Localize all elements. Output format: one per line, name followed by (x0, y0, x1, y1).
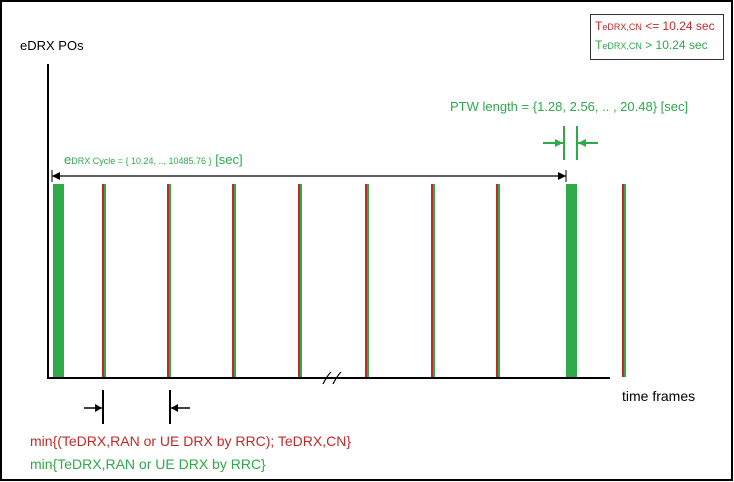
min-formula-red: min{(TeDRX,RAN or UE DRX by RRC); TeDRX,… (30, 433, 352, 449)
y-axis-label: eDRX POs (20, 38, 84, 53)
min-formula-green: min{TeDRX,RAN or UE DRX by RRC} (30, 456, 266, 472)
po-bar-wide-green (566, 184, 577, 377)
po-bar-green (234, 184, 236, 377)
po-bar-red (622, 184, 624, 377)
po-bar-red (365, 184, 367, 377)
po-bar-green (367, 184, 369, 377)
ptw-arrow (543, 126, 598, 160)
po-bar-red (496, 184, 498, 377)
cycle-arrow (51, 170, 567, 182)
po-bar-red (431, 184, 433, 377)
po-bar-red (232, 184, 234, 377)
po-bar-green (169, 184, 171, 377)
po-bar-green (104, 184, 106, 377)
po-bar-red (102, 184, 104, 377)
x-axis-label: time frames (622, 388, 696, 404)
legend-entry-red: TeDRX,CN <= 10.24 sec (595, 19, 715, 33)
po-bar-green (300, 184, 302, 377)
po-bar-wide-green (53, 184, 64, 377)
edrx-cycle-label: eDRX Cycle = { 10.24, .., 10485.76 } [se… (64, 152, 243, 167)
po-bar-red (167, 184, 169, 377)
legend: TeDRX,CN <= 10.24 sec TeDRX,CN > 10.24 s… (590, 14, 724, 60)
po-bar-green (498, 184, 500, 377)
po-bars (53, 184, 626, 377)
legend-entry-green: TeDRX,CN > 10.24 sec (595, 38, 708, 52)
po-bar-green (624, 184, 626, 377)
min-interval-arrow (84, 390, 190, 424)
axis-break-mark (322, 371, 342, 385)
ptw-length-label: PTW length = {1.28, 2.56, .. , 20.48} [s… (450, 99, 689, 114)
po-bar-green (433, 184, 435, 377)
po-bar-red (298, 184, 300, 377)
